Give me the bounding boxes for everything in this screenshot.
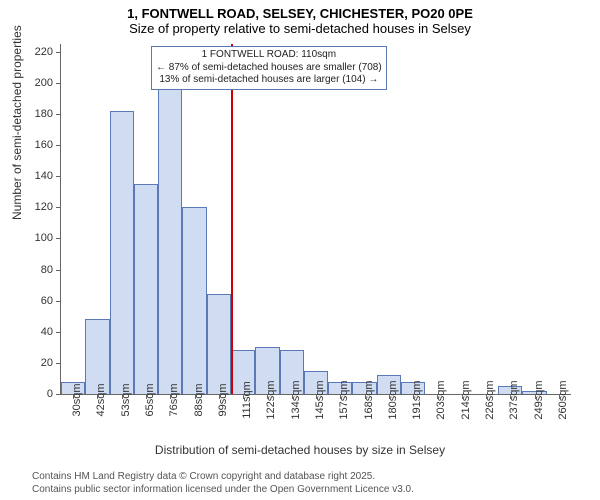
y-tick-label: 200 — [35, 77, 53, 89]
x-tick-label: 65sqm — [144, 383, 156, 416]
x-tick-label: 134sqm — [290, 380, 302, 419]
y-tick-label: 40 — [41, 326, 53, 338]
y-tick — [56, 363, 61, 364]
y-tick — [56, 301, 61, 302]
x-tick-label: 226sqm — [484, 380, 496, 419]
y-tick-label: 80 — [41, 264, 53, 276]
x-tick-label: 42sqm — [95, 383, 107, 416]
y-tick-label: 160 — [35, 139, 53, 151]
y-axis-label: Number of semi-detached properties — [10, 25, 24, 220]
histogram-bar — [134, 184, 158, 394]
x-tick-label: 157sqm — [338, 380, 350, 419]
x-tick-label: 203sqm — [435, 380, 447, 419]
x-tick-label: 30sqm — [71, 383, 83, 416]
x-tick-label: 76sqm — [168, 383, 180, 416]
x-tick-label: 99sqm — [217, 383, 229, 416]
y-tick-label: 100 — [35, 232, 53, 244]
annotation-line: ← 87% of semi-detached houses are smalle… — [156, 62, 382, 75]
x-tick-label: 191sqm — [411, 380, 423, 419]
chart-title-line2: Size of property relative to semi-detach… — [0, 21, 600, 40]
x-tick-label: 145sqm — [314, 380, 326, 419]
y-tick — [56, 52, 61, 53]
y-tick — [56, 207, 61, 208]
y-tick-label: 220 — [35, 46, 53, 58]
x-axis-label: Distribution of semi-detached houses by … — [0, 443, 600, 457]
y-tick-label: 0 — [47, 388, 53, 400]
y-tick-label: 20 — [41, 357, 53, 369]
annotation-line: 13% of semi-detached houses are larger (… — [156, 74, 382, 87]
footer-line2: Contains public sector information licen… — [32, 483, 414, 496]
x-tick-label: 168sqm — [363, 380, 375, 419]
x-tick-label: 88sqm — [193, 383, 205, 416]
y-tick — [56, 83, 61, 84]
chart-container: 1, FONTWELL ROAD, SELSEY, CHICHESTER, PO… — [0, 0, 600, 500]
x-tick-label: 260sqm — [557, 380, 569, 419]
x-tick-label: 249sqm — [533, 380, 545, 419]
x-tick-label: 122sqm — [265, 380, 277, 419]
y-tick — [56, 394, 61, 395]
y-tick-label: 180 — [35, 108, 53, 120]
footer-line1: Contains HM Land Registry data © Crown c… — [32, 470, 414, 483]
y-tick — [56, 270, 61, 271]
x-tick-label: 53sqm — [120, 383, 132, 416]
annotation-line: 1 FONTWELL ROAD: 110sqm — [156, 49, 382, 62]
histogram-bar — [158, 75, 182, 394]
y-tick-label: 60 — [41, 295, 53, 307]
y-tick-label: 120 — [35, 201, 53, 213]
x-tick-label: 111sqm — [241, 381, 253, 419]
histogram-bar — [110, 111, 134, 394]
chart-footer: Contains HM Land Registry data © Crown c… — [32, 470, 414, 496]
histogram-bar — [207, 294, 231, 394]
annotation-box: 1 FONTWELL ROAD: 110sqm← 87% of semi-det… — [151, 46, 387, 90]
y-tick — [56, 176, 61, 177]
histogram-bar — [182, 207, 206, 394]
x-tick-label: 237sqm — [508, 380, 520, 419]
chart-title-line1: 1, FONTWELL ROAD, SELSEY, CHICHESTER, PO… — [0, 0, 600, 21]
marker-line — [231, 44, 233, 394]
x-tick-label: 214sqm — [460, 380, 472, 419]
x-tick-label: 180sqm — [387, 380, 399, 419]
y-tick — [56, 238, 61, 239]
y-tick — [56, 114, 61, 115]
y-tick-label: 140 — [35, 170, 53, 182]
plot-area: 02040608010012014016018020022030sqm42sqm… — [60, 44, 571, 395]
y-tick — [56, 145, 61, 146]
y-tick — [56, 332, 61, 333]
